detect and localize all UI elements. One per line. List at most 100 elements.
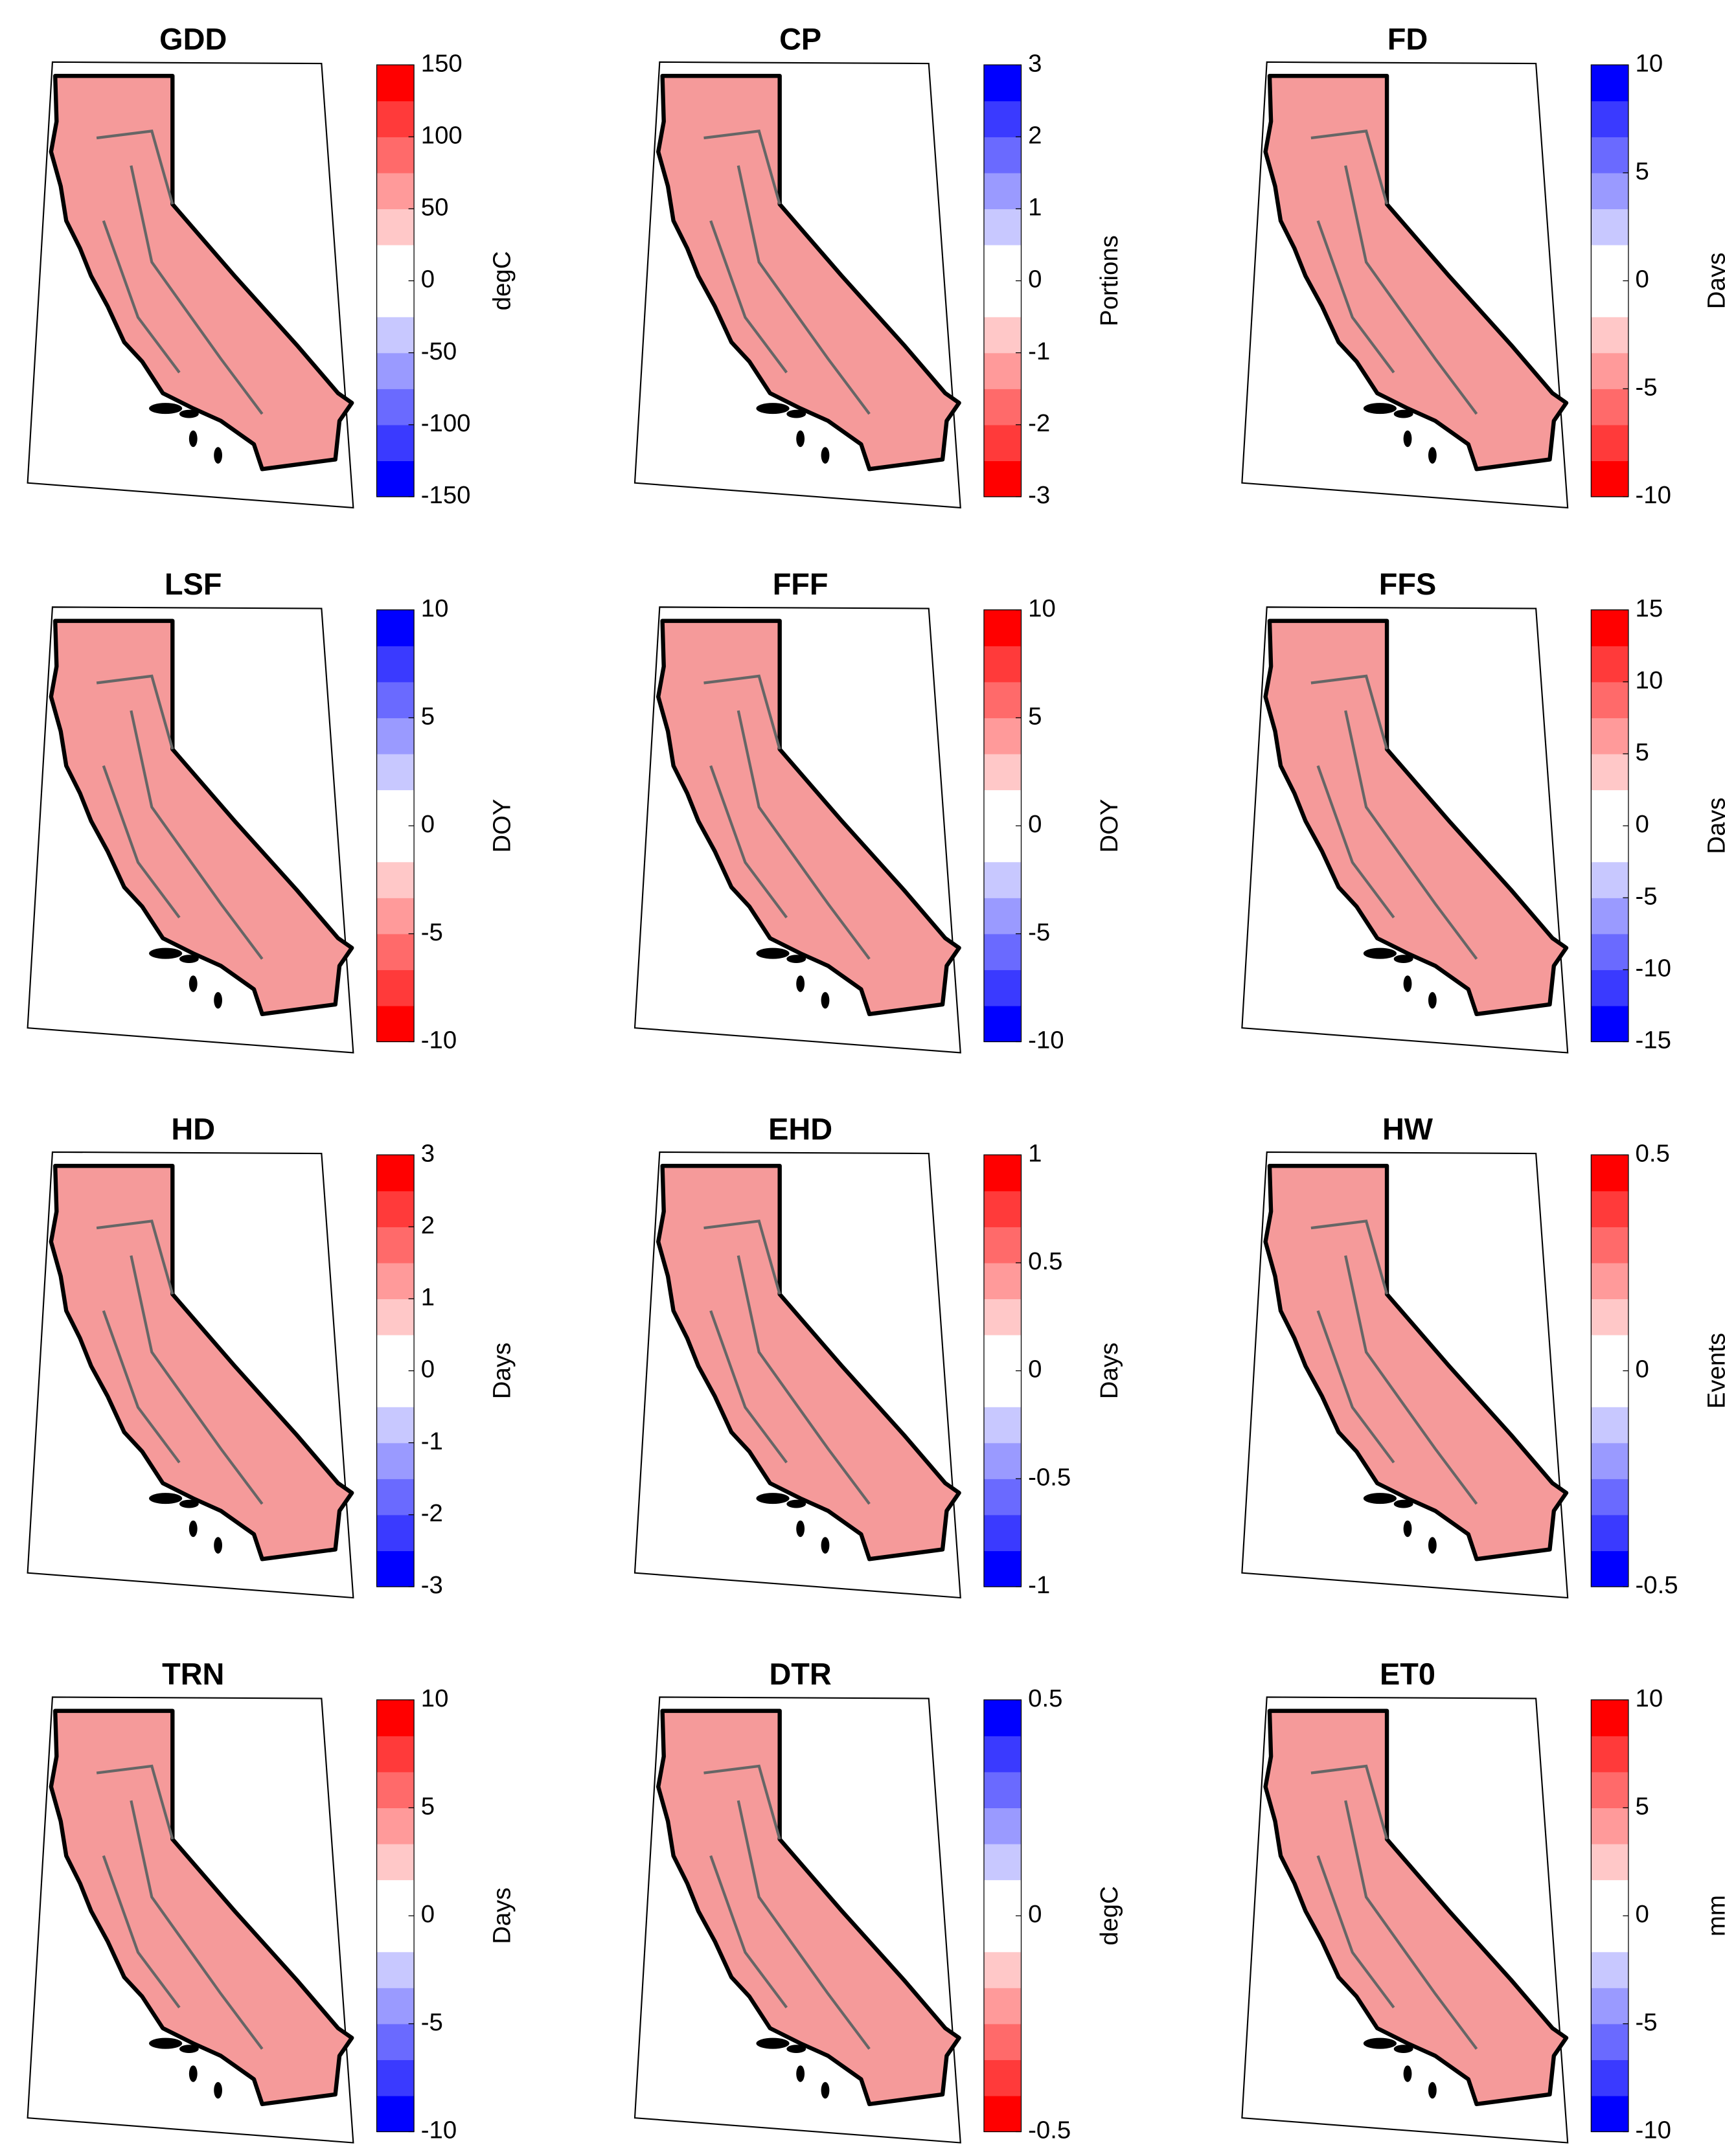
colorbar-segment (376, 861, 415, 898)
colorbar-tick-label: 0 (1636, 810, 1649, 838)
colorbar-segment (376, 933, 415, 970)
state-outline (1263, 1708, 1569, 2107)
colorbar-segment (983, 1951, 1022, 1988)
colorbar-segment (376, 826, 415, 863)
colorbar-segment (376, 970, 415, 1006)
colorbar-segment (376, 718, 415, 755)
colorbar-segment (983, 209, 1022, 245)
island (821, 992, 830, 1009)
colorbar-segment (1591, 1479, 1628, 1515)
colorbar-segment (1591, 1916, 1628, 1953)
colorbar-tick-label: 0 (1028, 266, 1042, 293)
colorbar-tick-label: 0 (421, 266, 435, 293)
island (796, 975, 805, 992)
colorbar-segment (376, 1190, 415, 1227)
island (786, 955, 806, 964)
colorbar-segment (376, 1550, 415, 1587)
colorbar-segment (983, 100, 1022, 137)
colorbar-segment (983, 1299, 1022, 1335)
island (786, 409, 806, 418)
colorbar-segment (376, 1514, 415, 1552)
map-frame (1241, 1151, 1569, 1599)
panel-title: FD (1388, 22, 1428, 56)
region-borders (96, 1764, 264, 2050)
island (1403, 2065, 1412, 2082)
panel-title: FFF (773, 567, 828, 601)
colorbar-segment (983, 753, 1022, 791)
colorbar-segment (1591, 1190, 1628, 1227)
colorbar-segment (983, 460, 1022, 497)
island (188, 430, 198, 448)
colorbar-segment (1591, 1808, 1628, 1844)
colorbar-segment (1591, 609, 1628, 646)
colorbar-segment (1591, 389, 1628, 426)
colorbar-label: mm (1702, 1895, 1725, 1936)
colorbar-tick-label: 3 (1028, 49, 1042, 77)
colorbar-segment (376, 1771, 415, 1808)
colorbar-segment (1591, 1988, 1628, 2025)
colorbar-segment (983, 1227, 1022, 1264)
colorbar-segment (983, 1699, 1022, 1736)
colorbar-segment (1591, 1407, 1628, 1444)
colorbar-label: Days (488, 1343, 516, 1399)
colorbar-tick-label: 2 (1028, 121, 1042, 149)
panel-title: LSF (165, 567, 222, 601)
map-frame (27, 1696, 354, 2144)
colorbar-tick-label: 0 (1636, 1900, 1649, 1928)
colorbar-tick-label: 10 (421, 1685, 449, 1712)
colorbar-tick-label: -5 (1028, 918, 1050, 946)
colorbar-segment (376, 1879, 415, 1916)
colorbar-segment (1591, 1370, 1628, 1407)
colorbar-segment (983, 898, 1022, 935)
colorbar-segment (376, 1988, 415, 2025)
panel: TRN 10 5 0 -5 -10 Days (27, 1657, 516, 2144)
colorbar-tick-label: -15 (1636, 1027, 1671, 1054)
region-borders (703, 1220, 871, 1505)
region-borders (1310, 1764, 1478, 2050)
panel: EHD 1 0.5 0 -0.5 -1 Days (634, 1112, 1123, 1599)
region-borders (703, 1764, 871, 2050)
colorbar-segment (376, 1334, 415, 1372)
colorbar-segment (983, 1808, 1022, 1844)
island (1393, 2045, 1413, 2054)
colorbar-segment (376, 2095, 415, 2133)
colorbar-segment (376, 137, 415, 174)
colorbar-segment (1591, 789, 1628, 826)
map-frame (27, 1151, 354, 1599)
island (821, 447, 830, 464)
island (149, 403, 183, 414)
island (214, 2082, 222, 2099)
colorbar-segment (1591, 424, 1628, 462)
colorbar-segment (1591, 172, 1628, 210)
colorbar-label: degC (1095, 1886, 1123, 1946)
region-borders (1310, 674, 1478, 960)
colorbar-tick-label: -0.5 (1028, 1463, 1071, 1491)
colorbar-segment (1591, 1951, 1628, 1988)
colorbar-tick-label: 0 (421, 1356, 435, 1383)
colorbar-tick-label: 15 (1636, 595, 1663, 622)
colorbar-segment (376, 1843, 415, 1881)
colorbar-segment (376, 1299, 415, 1335)
colorbar-tick-label: -5 (421, 918, 443, 946)
island (1363, 948, 1397, 959)
island (214, 992, 222, 1009)
panel: FD 10 5 0 -5 -10 Days (1241, 22, 1725, 509)
colorbar-segment (1591, 826, 1628, 863)
colorbar-segment (376, 1155, 415, 1192)
colorbar-segment (983, 2060, 1022, 2096)
colorbar-segment (1591, 2095, 1628, 2133)
colorbar-segment (1591, 1262, 1628, 1300)
panel: HW 0.5 0 -0.5 Events (1241, 1112, 1725, 1599)
colorbar-segment (983, 1334, 1022, 1372)
colorbar-segment (983, 1514, 1022, 1552)
map-frame (634, 1696, 961, 2144)
island (179, 409, 199, 418)
colorbar-tick-label: 5 (421, 1792, 435, 1820)
colorbar-segment (1591, 280, 1628, 317)
panel: ET0 10 5 0 -5 -10 mm (1241, 1657, 1725, 2144)
colorbar-segment (1591, 209, 1628, 245)
colorbar-segment (376, 646, 415, 683)
colorbar-segment (376, 389, 415, 426)
region-borders (703, 130, 871, 415)
colorbar-tick-label: 0 (421, 1900, 435, 1928)
